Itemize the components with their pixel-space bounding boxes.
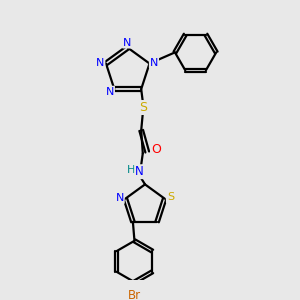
Text: N: N xyxy=(106,87,114,97)
Text: N: N xyxy=(123,38,131,48)
Text: N: N xyxy=(150,58,158,68)
Text: N: N xyxy=(116,193,124,203)
Text: O: O xyxy=(151,143,161,156)
Text: H: H xyxy=(127,165,136,175)
Text: N: N xyxy=(96,58,104,68)
Text: S: S xyxy=(167,192,174,203)
Text: S: S xyxy=(139,101,147,114)
Text: N: N xyxy=(135,165,144,178)
Text: Br: Br xyxy=(128,289,141,300)
